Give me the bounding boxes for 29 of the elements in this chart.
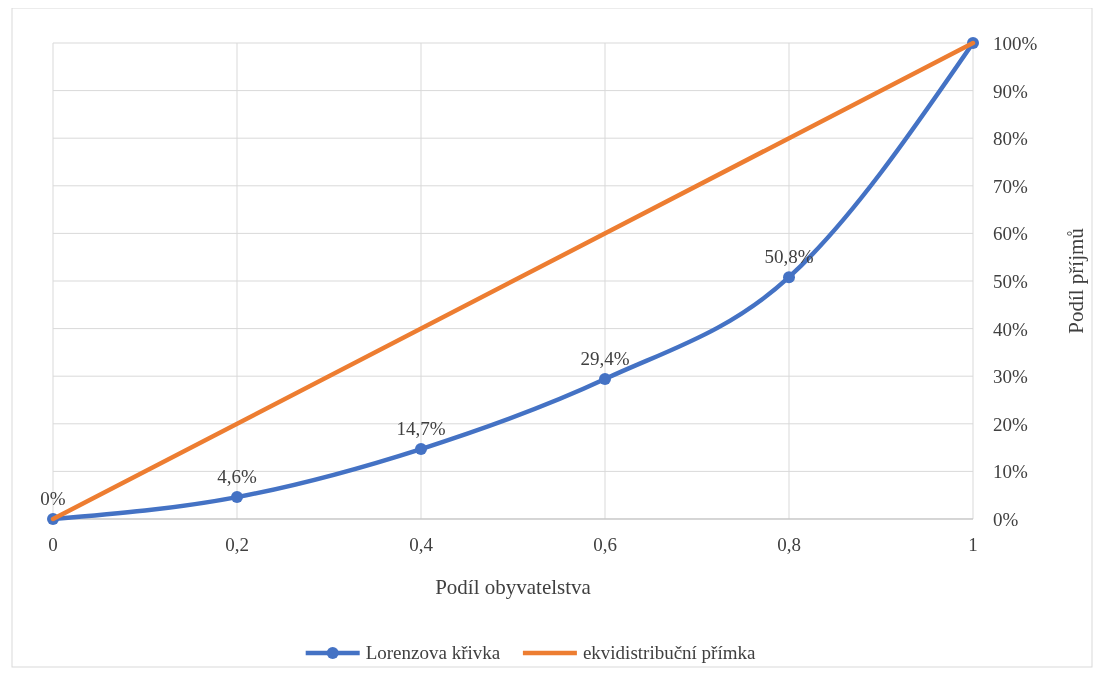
x-tick-label: 0,4 [409,534,434,555]
legend-label: Lorenzova křivka [365,642,501,663]
y-tick-label: 0% [993,509,1019,530]
y-tick-label: 40% [993,318,1028,340]
data-label: 0% [40,488,66,509]
x-tick-label: 0,8 [777,534,801,555]
data-label: 14,7% [396,418,446,440]
legend-label: ekvidistribuční přímka [582,642,757,663]
y-tick-label: 80% [993,128,1028,150]
y-tick-label: 60% [993,223,1028,245]
y-tick-label: 90% [993,80,1028,102]
x-tick-label: 0 [48,534,58,555]
y-axis-title: Podíl příjmů [1064,227,1088,334]
y-tick-label: 100% [993,33,1038,54]
data-label: 29,4% [580,348,630,370]
x-tick-label: 1 [968,534,978,555]
point [783,271,795,284]
x-axis-title: Podíl obyvatelstva [435,575,592,599]
y-tick-label: 50% [993,271,1028,292]
y-tick-label: 10% [993,461,1028,483]
point [231,491,243,504]
point [599,373,611,386]
point [415,443,427,456]
y-tick-label: 70% [993,175,1028,197]
x-tick-label: 0,6 [593,534,617,555]
x-tick-label: 0,2 [225,534,249,555]
y-tick-label: 30% [993,366,1028,388]
data-label: 4,6% [217,466,257,488]
y-tick-label: 20% [993,413,1028,435]
